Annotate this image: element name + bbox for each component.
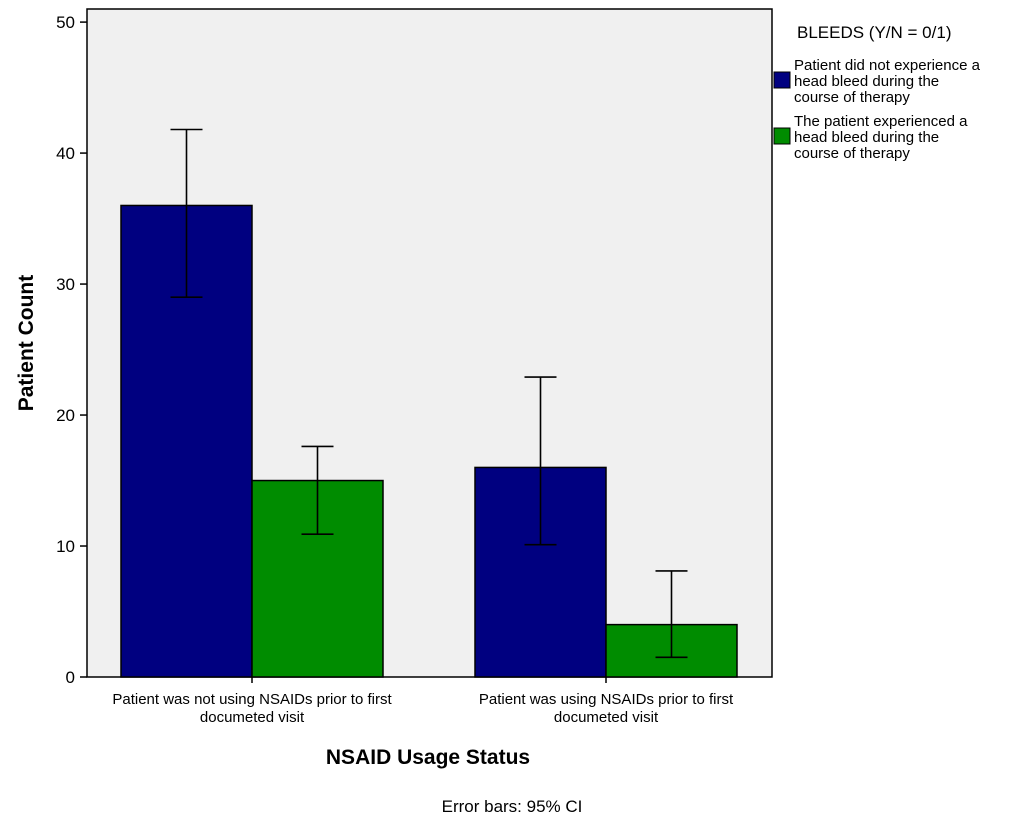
x-tick-label: documeted visit — [200, 709, 305, 726]
legend-title: BLEEDS (Y/N = 0/1) — [797, 23, 951, 42]
legend: BLEEDS (Y/N = 0/1) Patient did not exper… — [773, 23, 981, 162]
legend-label: The patient experienced a — [794, 113, 968, 130]
y-tick-label: 0 — [66, 668, 75, 687]
legend-label: course of therapy — [794, 89, 910, 106]
legend-swatch — [773, 71, 791, 89]
x-tick-label: documeted visit — [554, 709, 659, 726]
y-tick-label: 30 — [56, 275, 75, 294]
y-axis: 0 10 20 30 40 50 — [56, 13, 87, 687]
y-axis-title: Patient Count — [15, 275, 38, 412]
x-axis-title: NSAID Usage Status — [326, 746, 530, 769]
legend-label: head bleed during the — [794, 73, 939, 90]
y-tick-label: 40 — [56, 144, 75, 163]
legend-swatch — [773, 127, 791, 145]
legend-label: Patient did not experience a — [794, 57, 981, 74]
error-bars-layer — [170, 128, 688, 659]
y-tick-label: 10 — [56, 537, 75, 556]
footnote: Error bars: 95% CI — [442, 797, 583, 816]
x-tick-label: Patient was using NSAIDs prior to first — [479, 691, 734, 708]
y-tick-label: 50 — [56, 13, 75, 32]
legend-label: head bleed during the — [794, 129, 939, 146]
x-tick-label: Patient was not using NSAIDs prior to fi… — [112, 691, 392, 708]
y-tick-label: 20 — [56, 406, 75, 425]
x-axis: Patient was not using NSAIDs prior to fi… — [112, 677, 734, 726]
legend-label: course of therapy — [794, 145, 910, 162]
